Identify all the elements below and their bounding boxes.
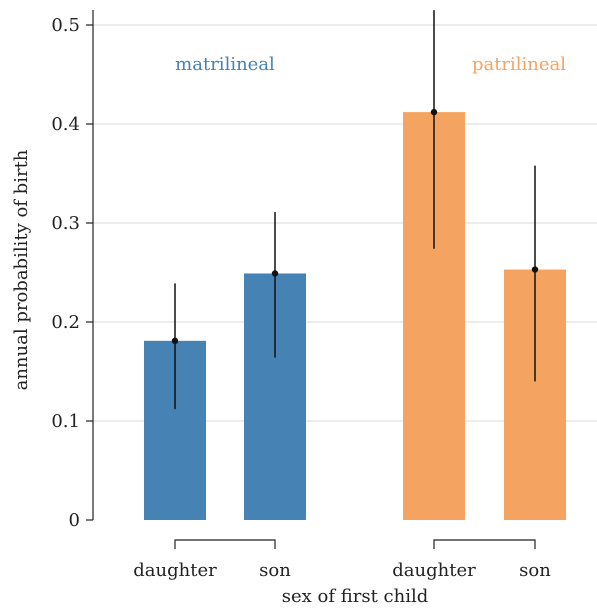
y-tick-label: 0.1: [51, 411, 80, 432]
point-estimate: [531, 266, 539, 273]
y-tick-label: 0.5: [51, 15, 80, 36]
y-tick-label: 0: [69, 510, 80, 531]
point-estimate: [430, 108, 438, 116]
bars: [144, 112, 566, 521]
y-axis: 0 0.1 0.2 0.3 0.4 0.5: [51, 10, 94, 531]
group-label: matrilineal: [175, 54, 275, 75]
x-tick-label: daughter: [392, 560, 476, 581]
point-estimate: [171, 337, 179, 345]
group-labels: matrilineal patrilineal: [175, 54, 566, 75]
group-bracket: [174, 539, 276, 549]
group-label: patrilineal: [472, 54, 566, 75]
y-tick-label: 0.4: [51, 114, 80, 135]
group-bracket: [433, 539, 536, 549]
error-bars: [171, 10, 539, 410]
x-tick-label: son: [519, 560, 551, 581]
y-tick-label: 0.3: [51, 213, 80, 234]
x-tick-label: daughter: [133, 560, 217, 581]
x-axis: daughter son daughter son: [133, 539, 551, 581]
y-axis-title: annual probability of birth: [11, 149, 32, 390]
y-tick-label: 0.2: [51, 312, 80, 333]
x-tick-label: son: [259, 560, 291, 581]
x-axis-title: sex of first child: [282, 586, 429, 607]
point-estimate: [271, 270, 279, 277]
